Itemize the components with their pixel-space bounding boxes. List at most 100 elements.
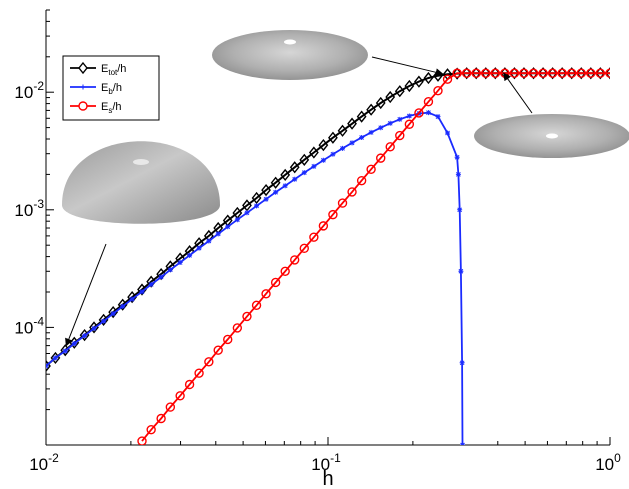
data-point <box>481 68 491 78</box>
data-point <box>292 176 298 182</box>
data-point <box>385 142 395 152</box>
data-point <box>378 125 384 131</box>
data-point <box>347 187 357 197</box>
data-point <box>309 232 319 242</box>
data-point <box>194 368 204 378</box>
data-point <box>301 170 307 176</box>
data-point <box>397 116 403 122</box>
data-point <box>280 168 291 182</box>
data-point <box>165 402 176 412</box>
data-point <box>458 268 464 274</box>
data-point <box>251 300 262 311</box>
data-point <box>366 103 377 116</box>
data-point <box>213 345 223 355</box>
data-point <box>330 151 336 157</box>
legend-label: Eb/h <box>101 82 122 96</box>
data-point <box>46 363 49 369</box>
data-point <box>127 290 138 304</box>
data-point <box>91 325 97 331</box>
data-point <box>435 114 441 120</box>
data-point <box>452 67 463 80</box>
data-point <box>566 67 577 80</box>
data-point <box>148 281 154 287</box>
series-2 <box>137 68 610 445</box>
data-point <box>337 198 348 208</box>
annotation-arrow <box>65 243 107 347</box>
disc-hole-top <box>284 39 296 45</box>
data-point <box>547 67 558 80</box>
data-point <box>406 113 412 119</box>
data-point <box>299 153 310 166</box>
data-point <box>337 124 348 137</box>
data-point <box>318 138 329 152</box>
data-point <box>471 68 481 78</box>
data-point <box>175 391 185 401</box>
data-point <box>509 67 520 80</box>
data-point <box>137 436 147 445</box>
data-point <box>376 153 386 163</box>
data-point <box>110 311 116 317</box>
data-point <box>120 303 126 309</box>
data-point <box>167 267 173 273</box>
data-point <box>490 68 501 78</box>
data-point <box>52 355 58 361</box>
data-point <box>519 67 529 80</box>
data-point <box>328 209 338 220</box>
legend-label: Etot/h <box>101 63 126 77</box>
data-point <box>528 68 539 78</box>
flat-disc-top <box>212 30 368 80</box>
data-point <box>289 161 300 174</box>
data-point <box>184 379 195 390</box>
data-point <box>480 67 491 80</box>
data-point <box>359 134 365 140</box>
data-point <box>557 68 567 78</box>
series-line <box>141 72 610 442</box>
data-point <box>385 90 396 104</box>
data-point <box>454 154 460 160</box>
data-point <box>71 340 77 346</box>
data-point <box>356 110 367 123</box>
data-point <box>244 210 250 216</box>
data-point <box>404 79 415 93</box>
data-point <box>129 296 135 302</box>
data-point <box>328 131 338 144</box>
data-point <box>375 96 386 110</box>
data-point <box>215 231 221 237</box>
data-point <box>547 68 558 78</box>
data-point <box>146 424 156 435</box>
data-point <box>595 68 606 78</box>
data-point <box>251 191 262 205</box>
data-point <box>318 221 329 231</box>
data-point <box>158 274 164 280</box>
data-point <box>586 68 596 78</box>
data-point <box>414 108 424 118</box>
shell-illustration-top <box>212 30 368 80</box>
data-point <box>340 145 346 151</box>
x-axis-label: h <box>322 468 333 489</box>
x-tick-label: 10-2 <box>29 451 59 474</box>
y-tick-label: 10-3 <box>14 197 44 220</box>
data-point <box>282 183 288 189</box>
data-point <box>595 67 606 80</box>
data-point <box>433 85 443 96</box>
data-point <box>196 245 202 251</box>
x-tick-label: 100 <box>595 451 621 474</box>
data-point <box>519 68 529 78</box>
data-point <box>273 189 279 195</box>
data-point <box>242 311 252 322</box>
data-point <box>311 163 317 169</box>
data-point <box>471 67 482 80</box>
legend-marker <box>80 84 86 90</box>
data-point <box>62 348 68 354</box>
data-point <box>101 318 107 324</box>
shell-illustration-dome <box>62 141 220 224</box>
dome-hole <box>133 159 149 165</box>
data-point <box>605 67 610 80</box>
data-point <box>404 119 415 129</box>
data-point <box>538 68 548 78</box>
data-point <box>261 289 271 299</box>
legend-marker <box>78 61 88 75</box>
data-point <box>223 334 233 345</box>
data-point <box>585 67 596 80</box>
data-point <box>557 67 568 80</box>
